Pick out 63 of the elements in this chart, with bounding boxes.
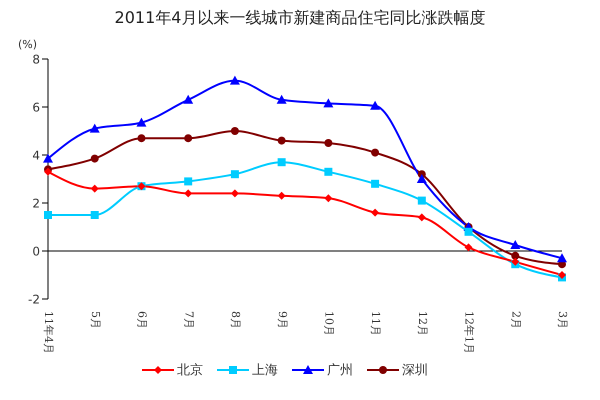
point [183,94,194,104]
point [43,154,53,163]
point [278,136,286,145]
x-tick-label: 11年4月 [42,311,56,354]
point [371,180,380,188]
x-tick-label: 3月 [556,311,570,329]
point [276,94,287,104]
x-tick-label: 7月 [182,311,196,329]
x-tick-label: 12月 [416,311,429,336]
point [324,168,332,176]
point [230,127,239,135]
point [230,189,239,198]
point [418,213,426,222]
point [44,168,52,176]
x-tick-label: 2月 [509,311,522,329]
legend-label: 广州 [326,362,353,379]
y-axis-title: (%) [18,38,38,51]
y-tick-label: 4 [32,148,40,162]
x-tick-label: 6月 [136,311,149,329]
y-tick-label: 2 [32,196,40,210]
point [278,158,286,166]
point [230,170,239,178]
point [90,154,99,163]
x-tick-label: 5月 [88,311,102,329]
y-tick-label: 8 [32,52,40,66]
x-tick-label: 12年1月 [462,311,476,354]
point [184,134,192,142]
legend-label: 上海 [251,362,278,379]
point [136,118,146,127]
point [511,258,520,266]
chart-title: 2011年4月以来一线城市新建商品住宅同比涨跌幅度 [114,8,486,29]
point [90,124,100,133]
point [137,134,146,142]
point [557,253,567,262]
y-tick-label: -2 [28,292,40,306]
point [184,177,192,186]
point [511,252,520,260]
point [371,148,380,157]
point [418,196,426,205]
point [90,211,99,219]
point [44,211,52,219]
point [323,98,334,108]
x-tick-label: 8月 [229,311,242,329]
x-tick-label: 11月 [369,311,382,336]
y-tick-label: 6 [32,100,40,114]
y-tick-label: 0 [32,244,40,258]
point [510,240,520,249]
point [464,228,473,236]
point [370,100,380,110]
point [464,243,473,252]
point [324,139,332,147]
legend-label: 深圳 [401,362,428,379]
point [90,184,99,193]
point [371,208,380,217]
x-tick-label: 9月 [276,311,289,329]
legend-label: 北京 [176,362,203,379]
point [230,76,240,85]
point [278,192,286,200]
point [558,271,566,279]
point [324,194,332,202]
x-tick-label: 10月 [322,311,336,336]
point [416,174,427,183]
point [184,189,192,198]
